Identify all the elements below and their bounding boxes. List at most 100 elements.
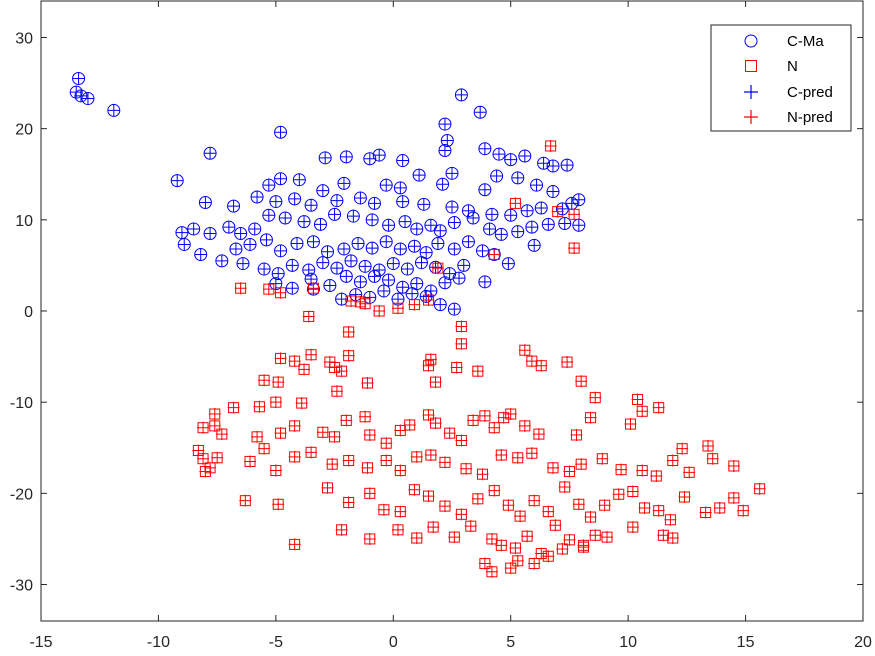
n-pred-point [568,242,581,255]
c-pred-point [462,204,475,217]
c-pred-point [290,237,303,250]
c-pred-point [457,259,470,272]
c-pred-point [556,202,569,215]
c-pred-point [251,191,264,204]
n-pred-point [652,504,665,517]
c-pred-point [222,221,235,234]
c-pred-point [382,219,395,232]
c-pred-point [572,193,585,206]
n-pred-point [514,510,527,523]
n-pred-point [575,458,588,471]
n-pred-point [363,487,376,500]
n-pred-point [305,348,318,361]
c-pred-point [408,240,421,253]
n-pred-point [342,349,355,362]
n-pred-point [589,529,602,542]
c-pred-point [204,147,217,160]
c-pred-point [340,270,353,283]
c-pred-point [305,273,318,286]
n-pred-point [525,447,538,460]
n-pred-point [488,421,501,434]
c-pred-point [279,212,292,224]
n-pred-point [335,365,348,378]
n-pred-point [345,294,358,307]
n-pred-point [727,460,740,472]
n-pred-point [450,361,463,374]
c-pred-point [443,267,456,280]
n-pred-point [422,408,435,421]
n-pred-point [197,421,210,434]
n-pred-point [676,442,689,455]
c-pred-point [234,227,247,240]
c-pred-point [347,210,360,223]
n-pred-point [570,429,583,441]
c-pred-point [537,157,550,170]
c-pred-point [359,260,372,273]
n-pred-point [251,430,264,443]
n-pred-point [631,393,644,406]
c-pred-point [248,222,261,235]
n-pred-point [504,562,517,575]
n-pred-point [361,377,374,390]
c-pred-point [354,275,367,288]
n-pred-point [601,531,614,544]
c-pred-point [335,293,348,306]
c-pred-point [467,212,480,224]
n-pred-point [713,501,726,514]
n-pred-point [666,454,679,467]
c-pred-point [366,242,379,255]
n-pred-point [706,452,719,465]
c-pred-point [330,194,343,207]
c-pred-point [558,217,571,230]
c-pred-point [410,222,423,235]
c-pred-point [298,215,311,228]
n-pred-point [323,356,336,369]
n-pred-point [328,361,341,374]
n-pred-point [424,353,437,366]
c-pred-point [274,126,287,139]
n-pred-point [274,427,287,440]
c-pred-point [274,172,287,185]
legend-entry-n-pred: N-pred [744,109,833,126]
c-pred-point [446,201,458,214]
n-pred-point [410,532,423,545]
n-pred-point [298,363,311,376]
c-pred-point [462,235,475,248]
c-pred-point [420,246,433,259]
c-pred-point [74,89,87,102]
n-pred-point [650,470,663,483]
n-pred-point [342,496,355,509]
n-pred-point [295,397,308,410]
n-pred-point [511,554,524,567]
c-pred-point [368,270,381,283]
c-pred-point [448,243,461,255]
n-pred-point [258,442,271,455]
n-pred-point [422,490,435,503]
c-pred-point [485,208,498,221]
c-pred-point [323,279,336,292]
c-pred-point [490,170,503,183]
c-pred-point [436,178,449,191]
n-pred-point [678,491,691,503]
c-pred-point [380,179,393,192]
c-pred-point [572,219,585,232]
n-pred-point [424,449,437,462]
n-pred-point [455,320,468,333]
c-pred-point [413,169,426,182]
plus-marker-icon [744,85,758,99]
legend-label-n: N [787,58,798,75]
c-pred-point [394,243,407,255]
n-pred-point [394,464,407,477]
c-pred-point [288,192,301,205]
c-pred-point [542,218,555,231]
n-pred-point [208,408,221,421]
n-pred-point [551,205,564,218]
c-pred-point [227,200,240,213]
c-pred-point [438,118,451,131]
n-pred-point [244,455,257,468]
n-pred-point [478,409,491,422]
c-pred-point [546,160,559,173]
n-pred-point [502,499,515,512]
axis-ticks: -15 -10 -5 0 5 10 15 20 -30 -20 -10 0 10 20 30 [10,1,872,651]
